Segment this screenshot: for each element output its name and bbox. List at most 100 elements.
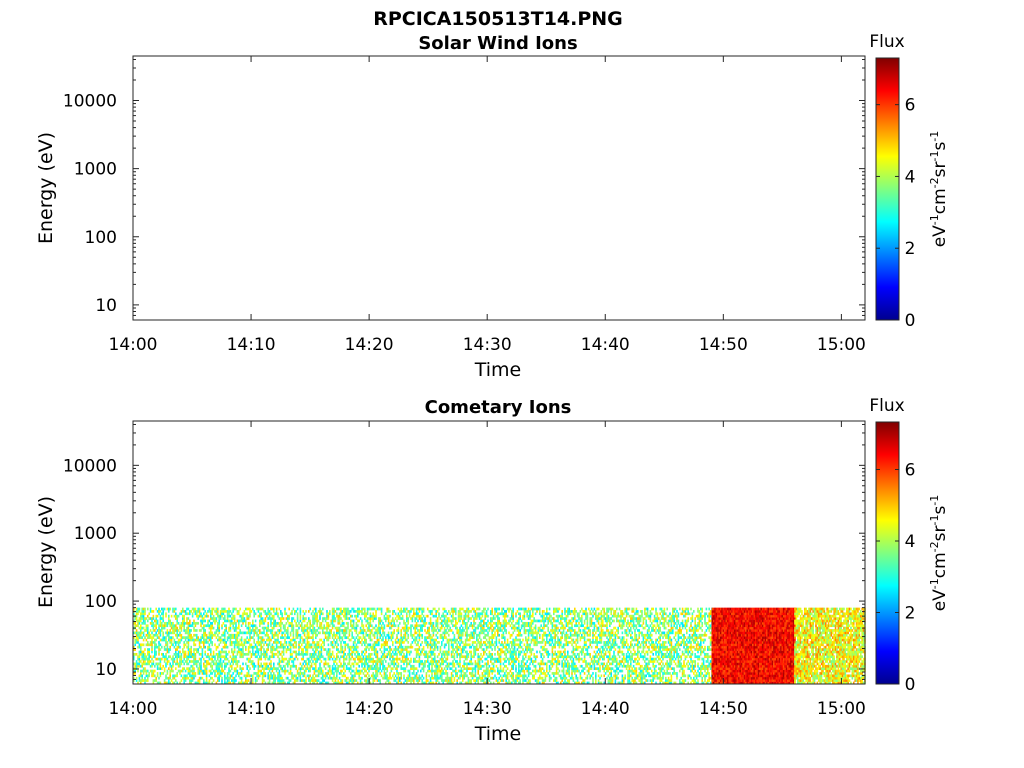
flux-cell [291,643,293,647]
flux-cell [257,633,260,637]
flux-cell [459,674,461,678]
flux-cell [175,643,177,647]
flux-cell [214,619,216,623]
flux-cell [369,629,372,632]
flux-cell [487,681,489,685]
flux-cell [242,617,244,620]
flux-cell [194,643,197,647]
flux-cell [229,655,232,659]
flux-cell [506,681,509,685]
flux-cell [240,619,243,623]
flux-cell [278,679,281,682]
flux-cell [464,650,467,654]
flux-cell [408,645,411,649]
flux-cell [317,667,320,670]
flux-cell [193,610,195,613]
flux-cell [299,612,302,616]
flux-cell [351,674,353,678]
flux-cell [177,645,180,649]
flux-cell [436,672,439,675]
flux-cell [166,621,169,625]
flux-cell [403,629,405,632]
flux-cell [375,610,377,613]
flux-cell [236,650,239,654]
flux-cell [254,624,257,628]
flux-cell [435,638,437,642]
flux-cell [187,643,190,647]
flux-cell [512,676,514,680]
flux-cell [292,638,295,642]
flux-cell [197,648,199,651]
flux-cell [331,621,334,625]
flux-cell [462,664,464,668]
flux-cell [151,631,153,635]
flux-cell [238,681,240,685]
flux-cell [364,664,366,668]
flux-cell [245,648,247,651]
flux-cell [151,662,153,666]
flux-cell [165,638,167,642]
flux-cell [393,621,395,625]
flux-cell [491,676,493,680]
flux-cell [320,669,323,673]
flux-cell [225,619,227,623]
flux-cell [471,672,474,675]
flux-cell [366,629,369,632]
flux-cell [259,612,261,616]
flux-cell [390,624,393,628]
flux-cell [390,633,393,637]
flux-cell [452,648,454,651]
flux-cell [291,610,293,613]
flux-cell [176,629,178,632]
flux-cell [453,648,456,651]
flux-cell [368,607,370,611]
flux-cell [443,672,446,675]
figure-title: RPCICA150513T14.PNG [373,8,623,30]
flux-cell [141,631,143,635]
flux-cell [466,636,468,639]
flux-cell [357,655,359,659]
flux-cell [492,629,495,632]
flux-cell [340,607,342,611]
flux-cell [343,667,345,670]
flux-cell [246,667,248,670]
flux-cell [427,631,429,635]
flux-cell [324,676,327,680]
flux-cell [429,662,432,666]
flux-cell [165,674,167,678]
flux-cell [306,631,309,635]
flux-cell [179,660,181,663]
flux-cell [336,672,338,675]
flux-cell [327,631,330,635]
flux-cell [467,610,470,613]
flux-cell [196,610,198,613]
flux-cell [142,619,145,623]
flux-cell [455,669,457,673]
flux-cell [278,629,281,632]
flux-cell [147,619,149,623]
flux-cell [386,676,388,680]
flux-cell [142,614,145,618]
flux-cell [355,610,358,613]
flux-cell [505,660,507,663]
flux-cell [404,629,407,632]
flux-cell [180,655,183,659]
flux-cell [441,641,443,644]
flux-cell [459,681,461,685]
flux-cell [491,657,493,661]
flux-cell [485,610,488,613]
flux-cell [278,662,281,666]
flux-cell [259,674,261,678]
flux-cell [424,650,426,654]
flux-cell [407,633,409,637]
flux-cell [415,617,418,620]
flux-cell [176,645,178,649]
flux-cell [271,636,274,639]
x-tick-label: 14:30 [463,335,512,355]
flux-cell [312,621,314,625]
flux-cell [267,607,269,611]
flux-cell [299,614,302,618]
flux-cell [137,607,139,611]
flux-cell [275,621,278,625]
flux-cell [491,648,493,651]
